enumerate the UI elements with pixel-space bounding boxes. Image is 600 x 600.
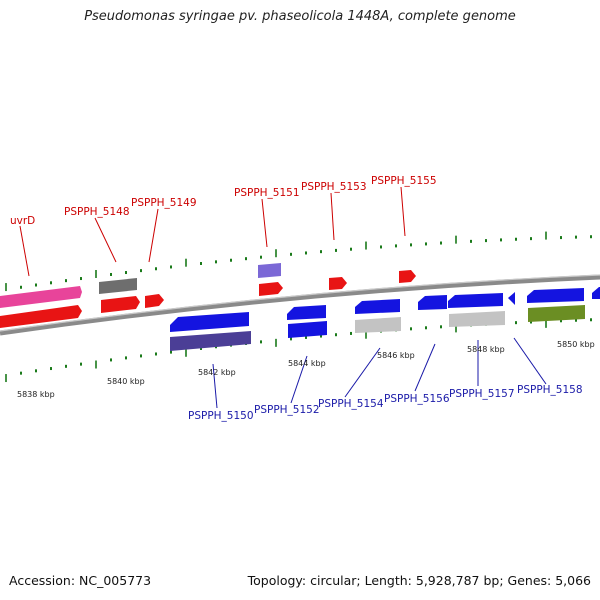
callout-line-PSPPH_5152 [290, 355, 308, 404]
gene-PSPPH_5155[interactable] [399, 270, 416, 283]
gene-PSPPH_5156[interactable] [418, 295, 447, 310]
gene-PSPPH_5148-secondary[interactable] [99, 278, 137, 294]
scale-label: 5846 kbp [377, 351, 415, 360]
gene-PSPPH_5157[interactable] [448, 293, 503, 308]
scale-label: 5850 kbp [557, 340, 595, 349]
gene-PSPPH_5154-secondary[interactable] [355, 317, 401, 333]
genome-summary-label: Topology: circular; Length: 5,928,787 bp… [247, 573, 591, 588]
callout-line-PSPPH_5150 [212, 363, 218, 409]
callout-line-PSPPH_5158 [513, 337, 547, 385]
gene-label-uvrD[interactable]: uvrD [10, 215, 35, 227]
genome-backbone-highlight [0, 274, 600, 332]
gene-label-PSPPH_5151[interactable]: PSPPH_5151 [234, 187, 300, 199]
scale-label: 5842 kbp [198, 368, 236, 377]
gene-uvrD-secondary[interactable] [0, 286, 82, 308]
forward-genes [0, 263, 416, 328]
callout-line-uvrD [19, 225, 30, 277]
gene-label-PSPPH_5157[interactable]: PSPPH_5157 [449, 388, 515, 400]
forward-callouts [19, 186, 406, 277]
gene-label-PSPPH_5148[interactable]: PSPPH_5148 [64, 206, 130, 218]
gene-PSPPH_5150-secondary[interactable] [170, 331, 251, 351]
gene-PSPPH_5158-secondary[interactable] [528, 305, 585, 322]
gene-label-PSPPH_5156[interactable]: PSPPH_5156 [384, 393, 450, 405]
gene-label-PSPPH_5149[interactable]: PSPPH_5149 [131, 197, 197, 209]
gene-label-PSPPH_5153[interactable]: PSPPH_5153 [301, 181, 367, 193]
gene-PSPPH_5151[interactable] [259, 282, 283, 296]
gene-small-reverse[interactable] [508, 292, 515, 305]
genome-title: Pseudomonas syringae pv. phaseolicola 14… [84, 9, 516, 24]
scale-label: 5844 kbp [288, 359, 326, 368]
gene-PSPPH_5153[interactable] [329, 277, 347, 290]
scale-label: 5840 kbp [107, 377, 145, 386]
gene-PSPPH_5151-secondary[interactable] [258, 263, 281, 278]
reverse-genes [170, 287, 600, 351]
gene-label-PSPPH_5152[interactable]: PSPPH_5152 [254, 404, 320, 416]
gene-PSPPH_5152-secondary[interactable] [288, 321, 327, 338]
gene-edge-reverse[interactable] [592, 287, 600, 299]
gene-PSPPH_5149[interactable] [145, 294, 164, 308]
forward-tick-row [5, 231, 592, 292]
gene-label-PSPPH_5155[interactable]: PSPPH_5155 [371, 175, 437, 187]
reverse-labels: PSPPH_5150 PSPPH_5152 PSPPH_5154 PSPPH_5… [188, 384, 583, 422]
genome-backbone [0, 274, 600, 336]
callout-line-PSPPH_5154 [344, 347, 381, 398]
gene-PSPPH_5148[interactable] [101, 296, 140, 313]
reverse-callouts [212, 337, 547, 409]
callout-line-PSPPH_5151 [261, 198, 268, 248]
scale-label: 5848 kbp [467, 345, 505, 354]
gene-uvrD[interactable] [0, 305, 82, 328]
scale-labels: 5838 kbp 5840 kbp 5842 kbp 5844 kbp 5846… [17, 340, 595, 399]
callout-line-PSPPH_5148 [94, 217, 117, 263]
gene-PSPPH_5152[interactable] [287, 305, 326, 320]
gene-PSPPH_5158[interactable] [527, 288, 584, 303]
callout-line-PSPPH_5156 [414, 343, 436, 392]
scale-label: 5838 kbp [17, 390, 55, 399]
callout-line-PSPPH_5153 [330, 192, 335, 241]
gene-label-PSPPH_5158[interactable]: PSPPH_5158 [517, 384, 583, 396]
callout-line-PSPPH_5149 [148, 208, 159, 263]
forward-labels: uvrD PSPPH_5148 PSPPH_5149 PSPPH_5151 PS… [10, 175, 437, 227]
callout-line-PSPPH_5155 [400, 186, 406, 237]
gene-PSPPH_5157-secondary[interactable] [449, 311, 505, 327]
gene-PSPPH_5154[interactable] [355, 299, 400, 314]
accession-label: Accession: NC_005773 [9, 573, 152, 588]
gene-label-PSPPH_5154[interactable]: PSPPH_5154 [318, 398, 384, 410]
gene-label-PSPPH_5150[interactable]: PSPPH_5150 [188, 410, 254, 422]
gene-PSPPH_5150[interactable] [170, 312, 249, 332]
